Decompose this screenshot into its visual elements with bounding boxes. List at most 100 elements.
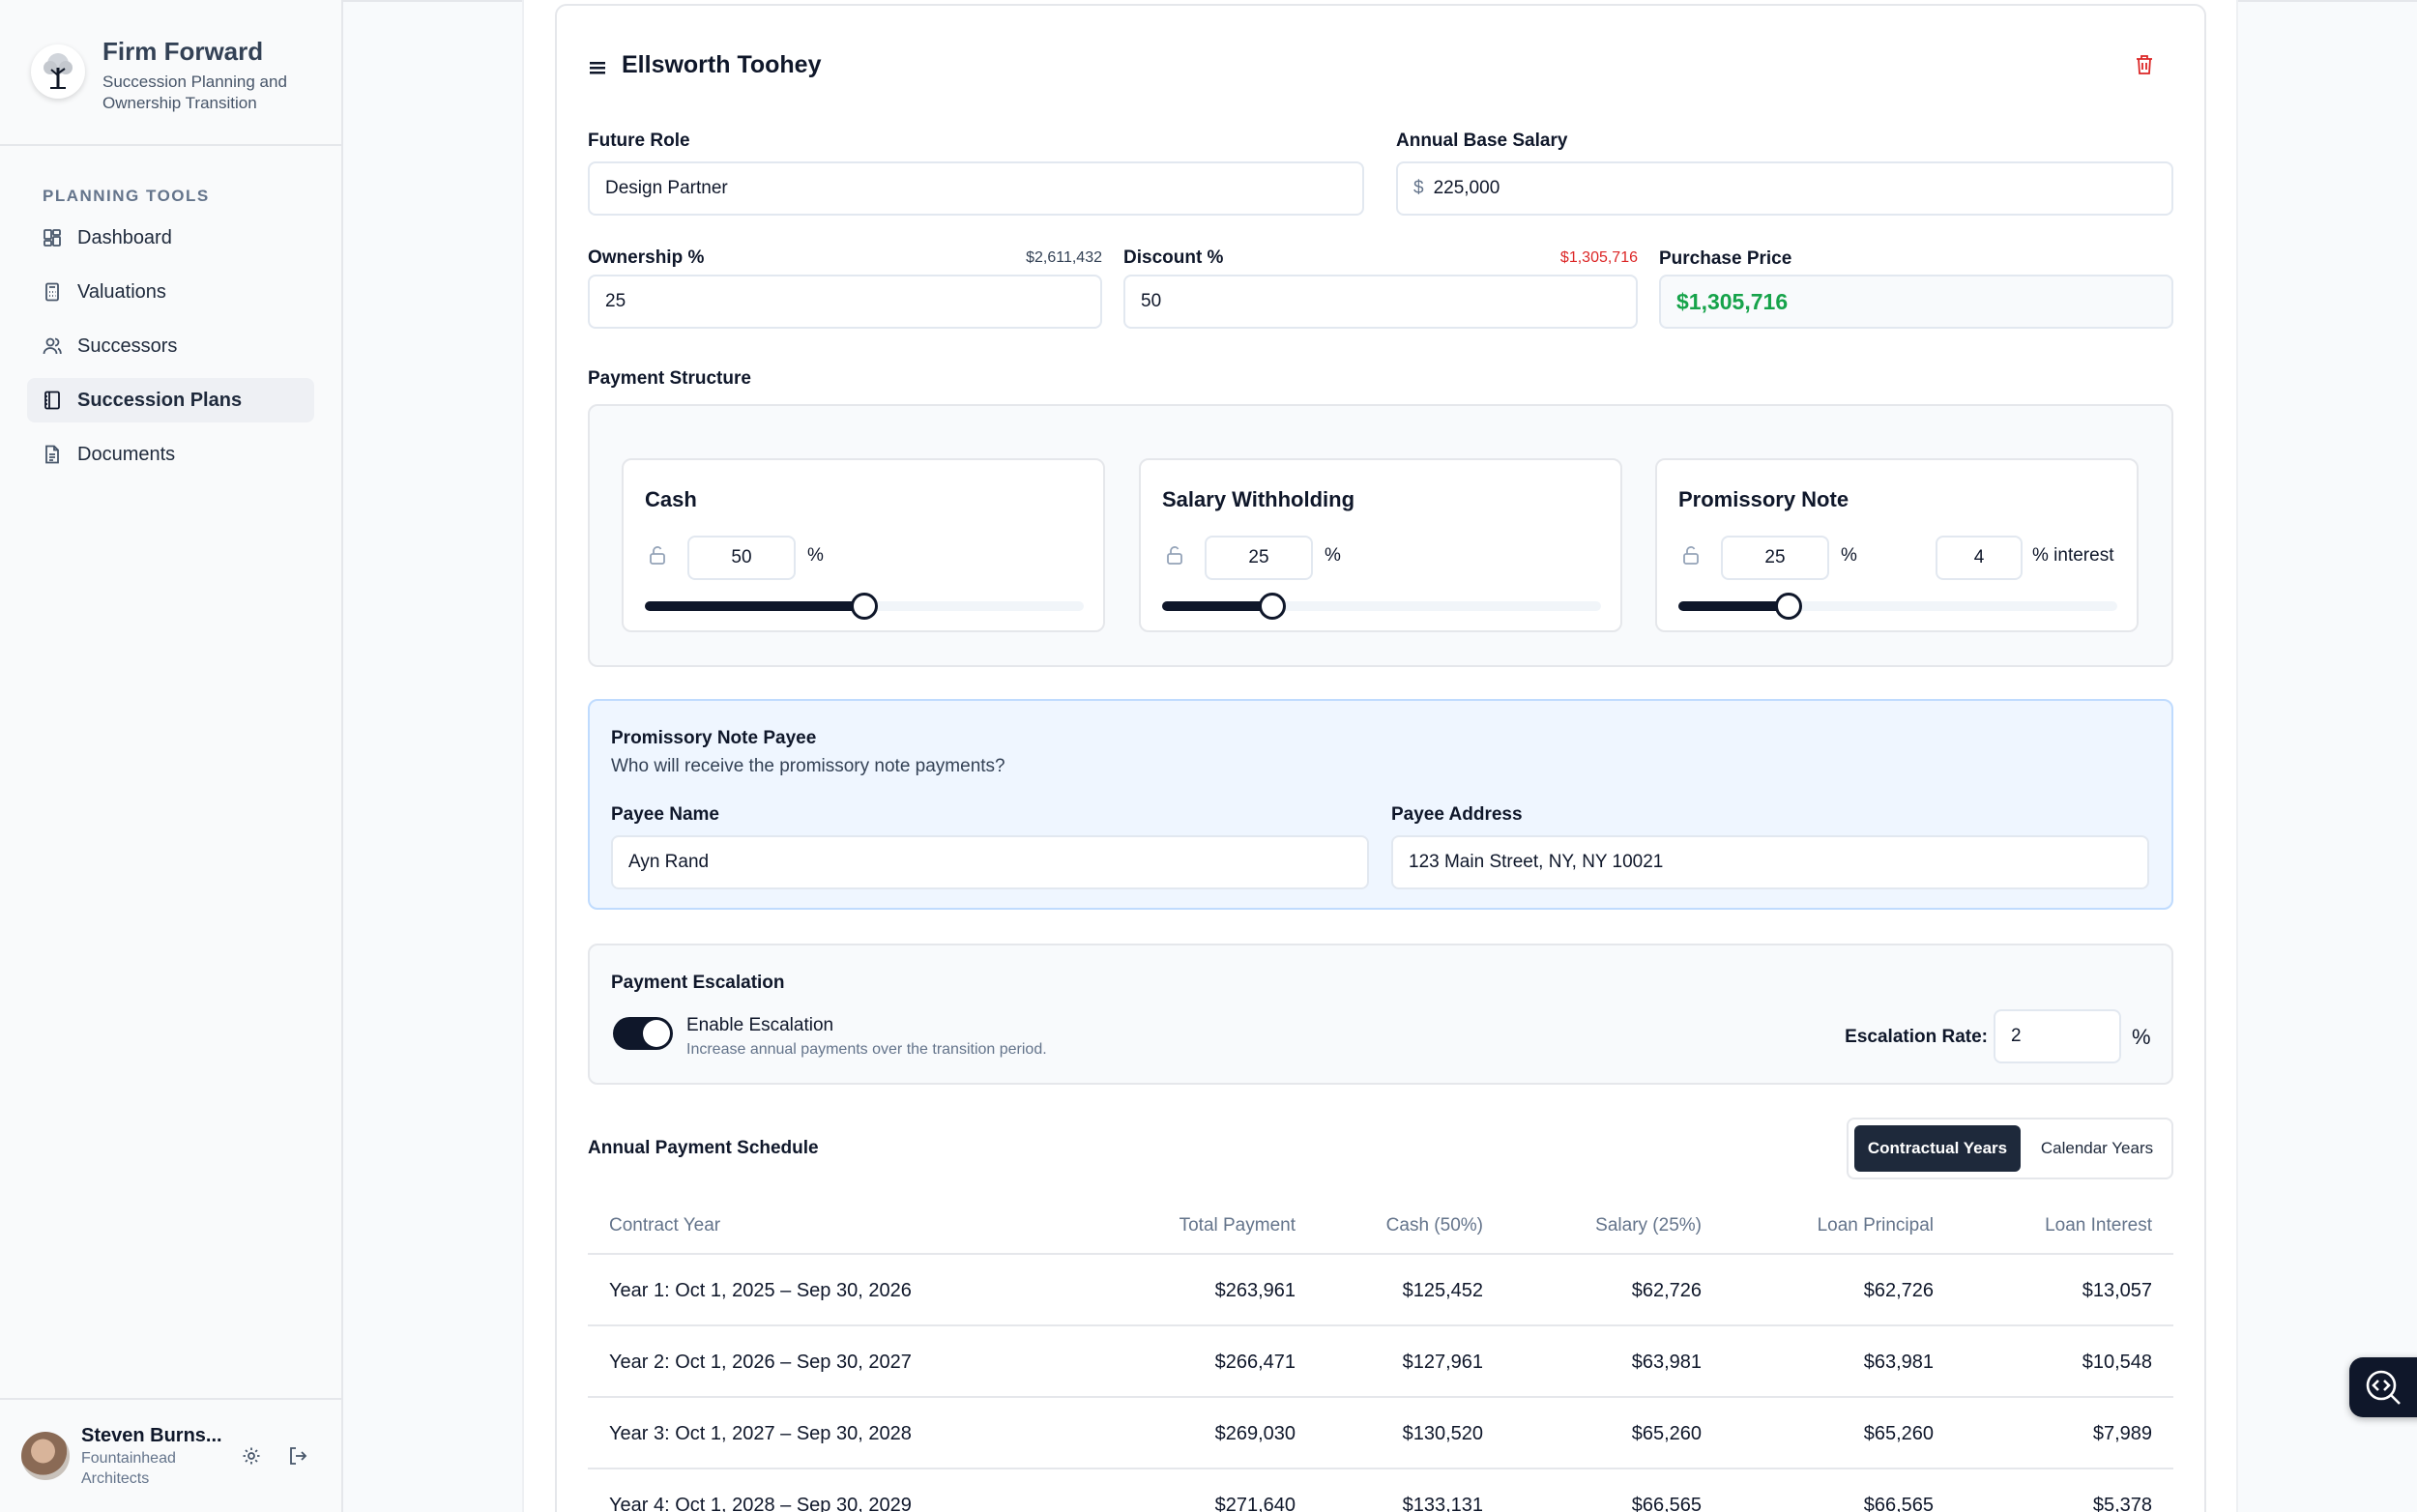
salary-label: Annual Base Salary (1396, 131, 1568, 151)
escalation-rate-input[interactable]: 2 (1994, 1009, 2121, 1063)
escalation-rate-unit: % (2132, 1025, 2151, 1049)
escalation-toggle[interactable] (613, 1017, 673, 1050)
escalation-rate-label: Escalation Rate: (1845, 1027, 1988, 1047)
sidebar-item-successors[interactable]: Successors (27, 324, 314, 368)
note-slider-thumb[interactable] (1774, 593, 1802, 620)
column-header[interactable]: Loan Principal (1817, 1215, 1934, 1236)
future-role-input[interactable]: Design Partner (588, 161, 1364, 216)
sidebar-item-valuations[interactable]: Valuations (27, 270, 314, 314)
user-profile: Steven Burns... Fountainhead Architects (0, 1398, 341, 1512)
cash-slider[interactable] (645, 593, 1084, 620)
calculator-icon (45, 282, 59, 302)
column-header[interactable]: Total Payment (1179, 1215, 1296, 1236)
column-header[interactable]: Salary (25%) (1595, 1215, 1702, 1236)
search-code-icon (2366, 1370, 2401, 1405)
salary-value: 225,000 (1433, 178, 1500, 198)
salary-slider-thumb[interactable] (1258, 593, 1286, 620)
salary-percent-input[interactable]: 25 (1205, 536, 1313, 580)
ownership-input[interactable]: 25 (588, 275, 1102, 329)
user-name: Steven Burns... (81, 1425, 222, 1446)
brand-subtitle: Succession Planning and Ownership Transi… (102, 73, 287, 112)
table-cell: Year 1: Oct 1, 2025 – Sep 30, 2026 (609, 1280, 912, 1301)
column-header[interactable]: Contract Year (609, 1215, 721, 1236)
purchase-price-value: $1,305,716 (1659, 275, 2173, 329)
tree-logo-icon (31, 44, 85, 99)
ownership-amount: $2,611,432 (1026, 249, 1102, 266)
note-percent-input[interactable]: 25 (1721, 536, 1829, 580)
note-title: Promissory Note (1678, 487, 1849, 511)
avatar[interactable] (21, 1432, 70, 1480)
table-cell: $65,260 (1863, 1423, 1934, 1444)
unlock-icon[interactable] (1166, 545, 1183, 565)
cash-percent-input[interactable]: 50 (687, 536, 796, 580)
escalation-title: Payment Escalation (611, 973, 785, 993)
table-cell: $65,260 (1631, 1423, 1702, 1444)
cash-slider-thumb[interactable] (851, 593, 878, 620)
column-header[interactable]: Loan Interest (2045, 1215, 2152, 1236)
discount-input[interactable]: 50 (1123, 275, 1638, 329)
unlock-icon[interactable] (1682, 545, 1700, 565)
payee-name-label: Payee Name (611, 804, 719, 825)
book-icon (44, 391, 60, 410)
payment-schedule-table: Contract Year Total Payment Cash (50%) S… (588, 1197, 2173, 1512)
gear-icon[interactable] (242, 1446, 261, 1466)
table-cell: $5,378 (2092, 1495, 2152, 1512)
table-cell: $62,726 (1863, 1280, 1934, 1301)
salary-title: Salary Withholding (1162, 487, 1355, 511)
contractual-years-button[interactable]: Contractual Years (1854, 1125, 2021, 1172)
payee-section: Promissory Note Payee Who will receive t… (588, 699, 2173, 910)
table-cell: $266,471 (1214, 1352, 1296, 1373)
brand[interactable]: Firm Forward Succession Planning and Own… (0, 0, 341, 146)
salary-input[interactable]: $ 225,000 (1396, 161, 2173, 216)
sidebar-item-succession-plans[interactable]: Succession Plans (27, 378, 314, 422)
table-row: Year 1: Oct 1, 2025 – Sep 30, 2026 $263,… (588, 1255, 2173, 1326)
dashboard-icon (44, 229, 61, 247)
note-slider[interactable] (1678, 593, 2117, 620)
sidebar-item-label: Dashboard (77, 226, 172, 248)
note-percent-unit: % (1841, 545, 1857, 566)
table-cell: $130,520 (1402, 1423, 1483, 1444)
table-header: Contract Year Total Payment Cash (50%) S… (588, 1197, 2173, 1255)
payee-name-input[interactable]: Ayn Rand (611, 835, 1369, 889)
table-cell: Year 3: Oct 1, 2027 – Sep 30, 2028 (609, 1423, 912, 1444)
table-cell: $269,030 (1214, 1423, 1296, 1444)
cash-percent-unit: % (807, 545, 824, 566)
table-cell: $263,961 (1214, 1280, 1296, 1301)
brand-name: Firm Forward (102, 37, 264, 66)
unlock-icon[interactable] (649, 545, 666, 565)
calendar-years-button[interactable]: Calendar Years (2040, 1139, 2154, 1157)
interest-input[interactable]: 4 (1936, 536, 2023, 580)
sidebar-item-documents[interactable]: Documents (27, 432, 314, 477)
payee-address-input[interactable]: 123 Main Street, NY, NY 10021 (1391, 835, 2149, 889)
column-header[interactable]: Cash (50%) (1385, 1215, 1483, 1236)
escalation-section: Payment Escalation Enable Escalation Inc… (588, 944, 2173, 1085)
table-cell: $133,131 (1402, 1495, 1483, 1512)
table-cell: $125,452 (1402, 1280, 1483, 1301)
users-icon (43, 337, 62, 355)
ownership-label: Ownership % (588, 247, 705, 268)
floating-help-button[interactable] (2349, 1357, 2417, 1417)
salary-slider-fill (1162, 601, 1272, 611)
sidebar-item-label: Valuations (77, 280, 166, 303)
nav-section-label: PLANNING TOOLS (43, 187, 210, 205)
document-icon (45, 445, 59, 464)
table-cell: Year 2: Oct 1, 2026 – Sep 30, 2027 (609, 1352, 912, 1373)
table-row: Year 4: Oct 1, 2028 – Sep 30, 2029 $271,… (588, 1469, 2173, 1512)
drag-handle-icon[interactable] (590, 60, 605, 75)
table-row: Year 3: Oct 1, 2027 – Sep 30, 2028 $269,… (588, 1398, 2173, 1469)
payee-subtitle: Who will receive the promissory note pay… (611, 756, 1005, 776)
currency-prefix: $ (1413, 178, 1424, 198)
sidebar: Firm Forward Succession Planning and Own… (0, 0, 343, 1512)
sidebar-nav: Dashboard Valuations Successors Successi… (27, 216, 314, 477)
schedule-title: Annual Payment Schedule (588, 1138, 819, 1158)
table-cell: $62,726 (1631, 1280, 1702, 1301)
sidebar-item-dashboard[interactable]: Dashboard (27, 216, 314, 260)
sidebar-item-label: Documents (77, 443, 176, 465)
table-cell: $66,565 (1863, 1495, 1934, 1512)
escalation-toggle-label: Enable Escalation (686, 1015, 834, 1035)
sidebar-item-label: Successors (77, 334, 178, 357)
salary-slider[interactable] (1162, 593, 1601, 620)
logout-icon[interactable] (288, 1446, 307, 1466)
interest-unit: % interest (2032, 545, 2114, 566)
trash-icon[interactable] (2135, 54, 2154, 75)
